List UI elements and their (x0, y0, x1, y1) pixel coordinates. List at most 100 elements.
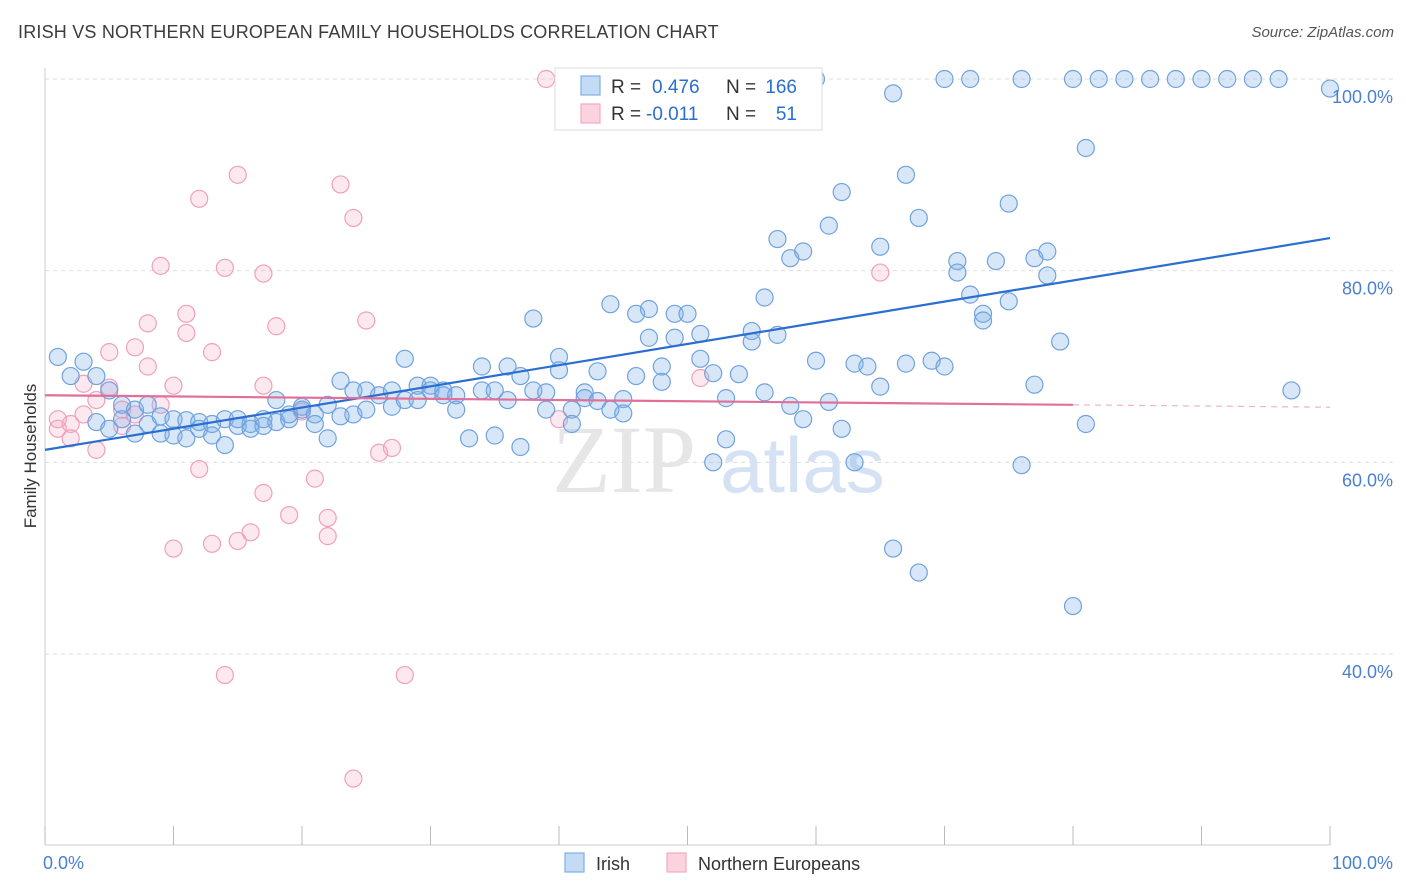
irish-point (318, 429, 337, 448)
irish-point (691, 349, 710, 368)
irish-point (331, 371, 350, 390)
irish-point (973, 304, 993, 323)
irish-bottom-label: Irish (596, 854, 630, 874)
northern-r-value: -0.011 (646, 104, 698, 125)
irish-point (447, 386, 466, 405)
irish-point (742, 332, 761, 351)
irish-trend-line (44, 236, 1331, 451)
northern-point (318, 527, 337, 546)
watermark-atlas: atlas (720, 421, 885, 509)
irish-point (112, 410, 132, 429)
irish-point (871, 237, 890, 256)
northern-point (267, 317, 286, 336)
northern-point (138, 314, 157, 333)
irish-point (588, 362, 607, 381)
northern-point (280, 505, 299, 525)
northern-point (331, 175, 350, 194)
irish-point (74, 352, 93, 371)
irish-point (1218, 69, 1237, 89)
northern-bottom-label: Northern Europeans (698, 854, 860, 874)
irish-point (1038, 242, 1057, 261)
northern-point (202, 534, 222, 553)
northern-n-label: N = (726, 104, 756, 125)
irish-point (1076, 414, 1095, 434)
irish-point (100, 381, 119, 400)
irish-point (1012, 456, 1031, 475)
y-tick-label: 40.0% (1342, 662, 1393, 682)
irish-point (858, 357, 877, 376)
irish-point (704, 364, 723, 383)
irish-point (986, 251, 1006, 271)
northern-point (254, 483, 273, 503)
irish-n-value: 166 (765, 77, 797, 98)
northern-point (61, 414, 80, 434)
irish-point (537, 400, 556, 419)
northern-point (344, 769, 363, 788)
irish-point (896, 354, 916, 373)
irish-point (1063, 596, 1083, 616)
irish-point (562, 414, 581, 434)
northern-point (138, 357, 157, 376)
irish-r-label: R = (611, 77, 641, 98)
y-tick-label: 60.0% (1342, 470, 1393, 490)
irish-point (61, 366, 80, 386)
irish-point (395, 349, 414, 368)
irish-point (87, 366, 106, 386)
irish-point (511, 437, 530, 457)
northern-point (177, 323, 196, 343)
irish-point (883, 539, 903, 558)
irish-point (459, 429, 479, 448)
irish-point (1025, 375, 1044, 394)
irish-point (1243, 69, 1263, 89)
irish-point (1282, 381, 1301, 400)
irish-point (626, 366, 646, 386)
irish-point (794, 242, 813, 261)
irish-point (601, 295, 620, 314)
source-credit: Source: ZipAtlas.com (1251, 24, 1394, 41)
axes (44, 68, 1331, 846)
correlation-legend: R = 0.476 N = 166 R = -0.011 N = 51 (554, 67, 823, 131)
irish-point (806, 351, 826, 370)
irish-point (524, 309, 543, 328)
irish-point (948, 263, 967, 282)
northern-legend-swatch (580, 103, 601, 124)
northern-point (254, 376, 273, 395)
irish-point (100, 419, 119, 438)
irish-point (961, 285, 980, 304)
irish-point (768, 229, 787, 249)
irish-point (472, 357, 491, 376)
irish-bottom-swatch (564, 852, 585, 873)
northern-point (228, 531, 247, 551)
irish-point (716, 430, 736, 449)
irish-point (1063, 69, 1083, 89)
irish-point (177, 429, 196, 448)
northern-point (537, 69, 556, 89)
irish-point (614, 404, 633, 423)
northern-point (61, 429, 80, 448)
irish-point (729, 365, 749, 384)
northern-point (357, 311, 376, 330)
y-axis-label: Family Households (21, 384, 40, 529)
irish-point (755, 288, 774, 307)
northern-trend-line (44, 394, 1074, 406)
irish-point (935, 357, 954, 376)
irish-point (716, 389, 736, 408)
irish-point (665, 304, 684, 323)
irish-point (665, 328, 684, 347)
irish-point (447, 400, 466, 419)
northern-point (382, 438, 402, 458)
northern-point (871, 263, 890, 282)
irish-r-value: 0.476 (652, 77, 700, 98)
grid-lines (45, 78, 1395, 655)
northern-point (125, 338, 145, 357)
northern-point (190, 459, 209, 479)
northern-point (215, 258, 234, 277)
northern-point (241, 523, 260, 542)
trend-lines (44, 236, 1331, 451)
northern-point (190, 189, 209, 208)
irish-point (498, 357, 517, 376)
irish-point (652, 372, 671, 391)
northern-point (318, 508, 337, 528)
northern-point (164, 539, 183, 558)
irish-point (973, 311, 993, 330)
